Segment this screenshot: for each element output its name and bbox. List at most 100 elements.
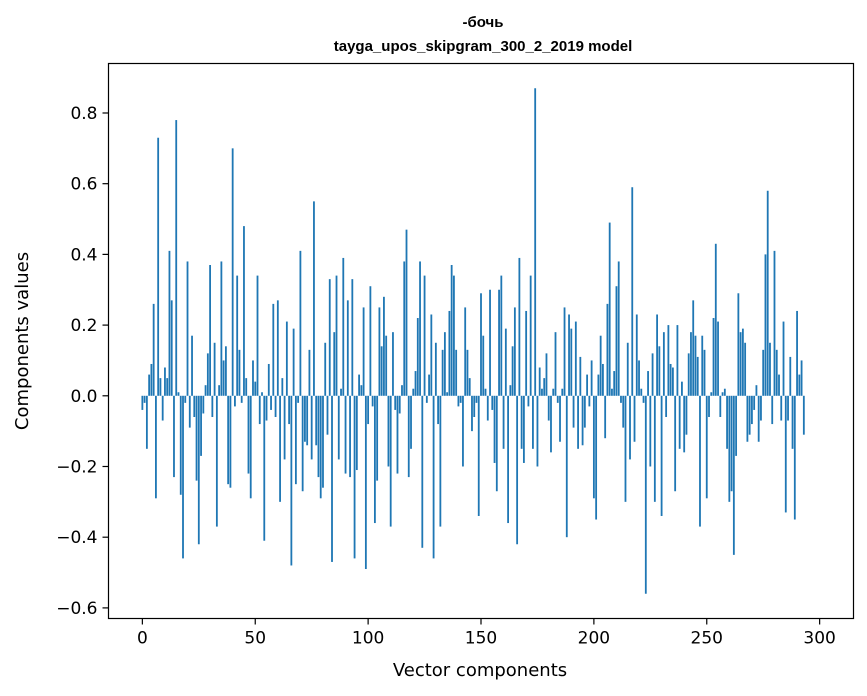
bar-216 — [629, 395, 631, 460]
y-tick-label: −0.4 — [56, 528, 97, 548]
bar-261 — [730, 395, 733, 492]
bar-286 — [787, 395, 789, 421]
bar-167 — [518, 257, 521, 396]
x-tick-label: 150 — [465, 629, 497, 649]
bar-160 — [502, 395, 505, 449]
bar-226 — [651, 353, 654, 396]
bar-64 — [285, 321, 288, 396]
bar-291 — [798, 374, 801, 396]
bar-181 — [550, 395, 552, 453]
bar-285 — [784, 395, 787, 513]
bar-271 — [753, 395, 756, 410]
bar-229 — [658, 346, 661, 396]
bar-8 — [159, 378, 162, 396]
bar-225 — [649, 395, 652, 467]
bar-12 — [168, 250, 171, 396]
bar-244 — [692, 300, 695, 396]
bar-272 — [755, 385, 758, 396]
bar-230 — [660, 395, 663, 516]
bar-279 — [771, 395, 774, 425]
bar-115 — [401, 385, 403, 396]
bar-118 — [407, 395, 410, 478]
bar-264 — [737, 293, 740, 396]
bar-162 — [507, 395, 509, 524]
bar-78 — [317, 395, 320, 478]
bar-125 — [423, 275, 426, 396]
bar-11 — [166, 378, 169, 396]
bar-195 — [581, 395, 584, 446]
bar-9 — [161, 395, 164, 421]
bar-252 — [710, 392, 713, 396]
bar-82 — [326, 395, 329, 435]
bar-191 — [572, 395, 575, 428]
bar-100 — [367, 395, 370, 425]
y-tick-label: 0.8 — [70, 104, 97, 124]
bar-106 — [380, 346, 383, 396]
bar-32 — [213, 342, 216, 396]
bar-98 — [362, 307, 365, 396]
y-tick-label: −0.6 — [56, 599, 97, 619]
bar-120 — [412, 388, 415, 396]
bar-192 — [574, 321, 577, 396]
bar-280 — [773, 250, 776, 396]
bar-273 — [757, 395, 760, 442]
y-axis-label: Components values — [12, 252, 33, 430]
bar-129 — [432, 395, 435, 559]
x-axis-label: Vector components — [393, 660, 567, 681]
bar-281 — [775, 349, 778, 396]
bar-77 — [315, 395, 318, 446]
bar-205 — [604, 395, 607, 439]
bar-142 — [462, 395, 464, 467]
bar-182 — [552, 388, 555, 396]
bar-59 — [274, 395, 277, 417]
bar-251 — [708, 395, 710, 417]
bar-237 — [676, 325, 679, 396]
bar-220 — [638, 360, 640, 396]
bar-188 — [565, 395, 568, 538]
bar-253 — [712, 318, 715, 396]
bar-62 — [281, 378, 284, 396]
bar-161 — [504, 328, 507, 396]
bar-126 — [425, 395, 428, 403]
bar-206 — [606, 303, 609, 396]
bar-221 — [640, 388, 643, 396]
bar-222 — [642, 395, 645, 403]
bar-139 — [455, 349, 458, 396]
bar-21 — [188, 395, 191, 428]
bar-151 — [482, 335, 485, 396]
bar-170 — [525, 310, 528, 396]
bar-90 — [344, 395, 347, 474]
bar-57 — [270, 395, 272, 410]
bar-248 — [701, 335, 704, 396]
bar-168 — [520, 395, 523, 449]
bar-74 — [308, 349, 311, 396]
bar-275 — [762, 349, 765, 396]
bar-51 — [256, 275, 259, 396]
bar-10 — [164, 367, 166, 396]
bar-128 — [430, 314, 433, 396]
bar-290 — [796, 310, 798, 396]
bar-153 — [486, 395, 489, 421]
bar-150 — [480, 293, 482, 396]
bar-266 — [741, 328, 744, 396]
bar-155 — [491, 395, 494, 410]
y-tick-label: −0.2 — [56, 457, 97, 477]
bar-165 — [513, 307, 516, 396]
bar-174 — [534, 88, 537, 396]
bar-178 — [543, 378, 546, 396]
bar-247 — [699, 395, 701, 527]
bar-133 — [441, 349, 444, 396]
bar-180 — [547, 395, 550, 421]
bar-70 — [299, 250, 302, 396]
bar-79 — [319, 395, 322, 499]
bar-45 — [243, 226, 245, 396]
bar-18 — [182, 395, 184, 559]
bar-119 — [410, 395, 412, 449]
y-tick-label: 0.0 — [70, 387, 97, 407]
bar-61 — [279, 395, 281, 502]
bar-63 — [283, 395, 286, 460]
bar-111 — [392, 332, 394, 396]
bar-274 — [760, 395, 762, 421]
bar-23 — [193, 395, 196, 417]
bar-249 — [703, 349, 706, 396]
